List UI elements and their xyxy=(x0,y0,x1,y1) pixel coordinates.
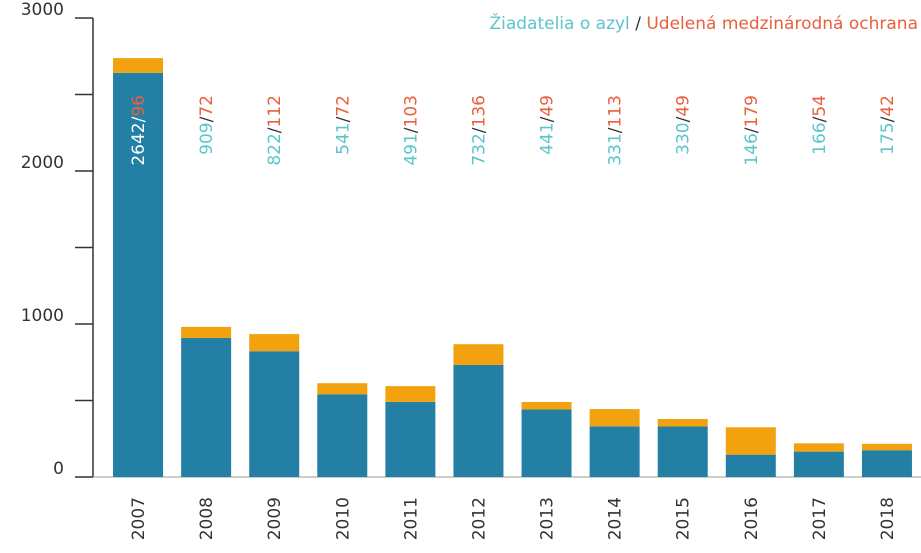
legend: Žiadatelia o azyl / Udelená medzinárodná… xyxy=(489,12,918,34)
value-label-part: 113 xyxy=(606,95,626,127)
bar-segment xyxy=(725,427,776,455)
value-label-separator: / xyxy=(674,116,694,122)
value-label-part: 72 xyxy=(197,95,217,117)
value-label-part: 909 xyxy=(197,122,217,154)
value-label-part: 112 xyxy=(265,95,285,127)
bar-segment xyxy=(861,450,912,477)
bar-segment xyxy=(385,401,436,477)
x-tick-label: 2014 xyxy=(606,497,626,540)
value-label: 541/72 xyxy=(333,95,353,155)
value-label-part: 331 xyxy=(606,133,626,165)
bar-segment xyxy=(793,451,844,477)
x-tick-label: 2010 xyxy=(333,497,353,540)
value-label-part: 441 xyxy=(538,122,558,154)
value-label-part: 42 xyxy=(878,95,898,117)
value-label-separator: / xyxy=(265,127,285,133)
legend-entry: Žiadatelia o azyl xyxy=(489,12,629,34)
bar-segment xyxy=(181,326,232,338)
bar-segment xyxy=(453,365,504,477)
y-tick-label: 2000 xyxy=(21,153,64,173)
value-label-part: 541 xyxy=(333,122,353,154)
value-label-separator: / xyxy=(197,116,217,122)
value-label-part: 2642 xyxy=(129,122,149,165)
value-label-part: 822 xyxy=(265,133,285,165)
x-tick-label: 2011 xyxy=(401,497,421,540)
bar-segment xyxy=(521,402,572,410)
value-label: 330/49 xyxy=(674,95,694,155)
value-label-part: 330 xyxy=(674,122,694,154)
value-label: 491/103 xyxy=(401,95,421,166)
bar-segment xyxy=(657,419,708,427)
x-tick-label: 2013 xyxy=(538,497,558,540)
value-label: 175/42 xyxy=(878,95,898,155)
value-label-separator: / xyxy=(538,116,558,122)
value-label: 331/113 xyxy=(606,95,626,166)
value-label-part: 179 xyxy=(742,95,762,127)
legend-separator: / xyxy=(635,14,641,34)
value-label: 822/112 xyxy=(265,95,285,166)
bar-segment xyxy=(657,426,708,477)
value-label: 2642/96 xyxy=(129,95,149,166)
value-label-separator: / xyxy=(878,116,898,122)
bar-segment xyxy=(113,58,164,73)
value-label: 146/179 xyxy=(742,95,762,166)
bar-segment xyxy=(453,344,504,366)
y-tick-label: 0 xyxy=(53,459,64,479)
value-label-part: 103 xyxy=(401,95,421,127)
x-tick-label: 2008 xyxy=(197,497,217,540)
value-label-separator: / xyxy=(742,127,762,133)
value-label-separator: / xyxy=(606,127,626,133)
x-tick-label: 2016 xyxy=(742,497,762,540)
value-label: 166/54 xyxy=(810,95,830,155)
bar-segment xyxy=(113,72,164,478)
bar-segment xyxy=(317,394,368,477)
bar-segment xyxy=(181,337,232,477)
x-tick-label: 2015 xyxy=(674,497,694,540)
value-label-part: 49 xyxy=(674,95,694,117)
x-tick-label: 2018 xyxy=(878,497,898,540)
value-label-part: 166 xyxy=(810,122,830,154)
bar-segment xyxy=(317,383,368,395)
value-label-part: 72 xyxy=(333,95,353,117)
y-tick-label: 1000 xyxy=(21,306,64,326)
value-label-part: 175 xyxy=(878,122,898,154)
bar-segment xyxy=(861,443,912,451)
bar-segment xyxy=(725,454,776,477)
x-tick-label: 2007 xyxy=(129,497,149,540)
value-label: 732/136 xyxy=(469,95,489,166)
bar-segment xyxy=(521,409,572,477)
x-tick-label: 2009 xyxy=(265,497,285,540)
value-label-separator: / xyxy=(469,127,489,133)
bar-segment xyxy=(385,386,436,402)
value-label-part: 49 xyxy=(538,95,558,117)
value-label-part: 96 xyxy=(129,95,149,117)
y-tick-label: 3000 xyxy=(21,0,64,20)
value-label: 441/49 xyxy=(538,95,558,155)
x-tick-label: 2012 xyxy=(469,497,489,540)
value-label-part: 491 xyxy=(401,133,421,165)
value-label-part: 54 xyxy=(810,95,830,117)
value-label-separator: / xyxy=(333,116,353,122)
bar-segment xyxy=(793,443,844,452)
bar-segment xyxy=(589,426,640,477)
bar-segment xyxy=(249,334,300,352)
value-label-separator: / xyxy=(401,127,421,133)
value-label: 909/72 xyxy=(197,95,217,155)
bar-segment xyxy=(589,409,640,427)
value-label-part: 136 xyxy=(469,95,489,127)
value-label-part: 146 xyxy=(742,133,762,165)
x-tick-label: 2017 xyxy=(810,497,830,540)
legend-entry: Udelená medzinárodná ochrana xyxy=(646,14,918,34)
value-label-separator: / xyxy=(129,116,149,122)
bar-segment xyxy=(249,351,300,477)
value-label-part: 732 xyxy=(469,133,489,165)
value-label-separator: / xyxy=(810,116,830,122)
